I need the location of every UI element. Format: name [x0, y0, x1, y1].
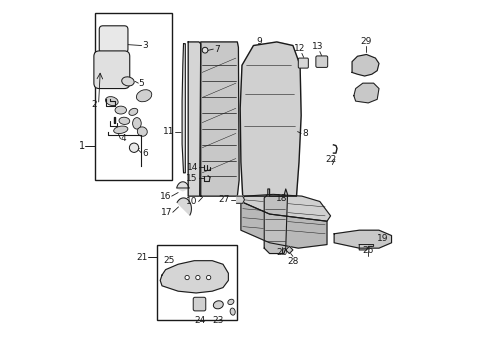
Polygon shape: [353, 83, 378, 103]
Text: 11: 11: [163, 127, 174, 136]
Text: 22: 22: [325, 155, 336, 164]
Ellipse shape: [137, 127, 147, 136]
Text: 7: 7: [214, 45, 219, 54]
Text: 4: 4: [121, 134, 126, 143]
Text: 23: 23: [211, 316, 223, 325]
Polygon shape: [241, 194, 330, 221]
Ellipse shape: [129, 108, 138, 116]
Ellipse shape: [105, 96, 118, 105]
Ellipse shape: [230, 308, 235, 315]
Text: 13: 13: [312, 42, 323, 51]
Text: 8: 8: [301, 129, 307, 138]
Text: 29: 29: [360, 36, 371, 45]
Text: 18: 18: [276, 194, 287, 203]
Text: 24: 24: [194, 316, 205, 325]
Text: 2: 2: [92, 100, 97, 109]
Polygon shape: [240, 42, 301, 196]
Bar: [156, 244, 237, 320]
Text: 14: 14: [186, 163, 198, 172]
FancyBboxPatch shape: [94, 51, 129, 89]
FancyBboxPatch shape: [315, 56, 327, 67]
Polygon shape: [188, 42, 201, 196]
Polygon shape: [351, 54, 378, 76]
Polygon shape: [182, 44, 185, 173]
Polygon shape: [160, 261, 228, 293]
Circle shape: [129, 143, 139, 152]
Circle shape: [184, 275, 189, 280]
Polygon shape: [176, 182, 188, 191]
Polygon shape: [333, 230, 391, 248]
Text: 25: 25: [163, 256, 174, 265]
FancyBboxPatch shape: [298, 58, 308, 68]
Ellipse shape: [122, 77, 134, 86]
Ellipse shape: [136, 90, 151, 102]
Ellipse shape: [119, 117, 129, 125]
Text: 16: 16: [159, 192, 171, 201]
Polygon shape: [241, 202, 326, 248]
Text: 15: 15: [186, 174, 198, 183]
Text: 28: 28: [286, 257, 298, 266]
Text: 21: 21: [136, 253, 147, 262]
FancyBboxPatch shape: [193, 297, 205, 311]
Text: 17: 17: [160, 208, 172, 217]
Ellipse shape: [132, 118, 141, 129]
Bar: [95, 13, 172, 180]
Ellipse shape: [115, 106, 126, 114]
Polygon shape: [177, 198, 191, 215]
Text: 12: 12: [294, 44, 305, 53]
Polygon shape: [285, 246, 292, 253]
Text: 6: 6: [142, 149, 148, 158]
Ellipse shape: [227, 299, 233, 305]
Text: 5: 5: [139, 79, 144, 88]
Ellipse shape: [213, 301, 223, 309]
Polygon shape: [236, 196, 244, 203]
Polygon shape: [359, 244, 373, 250]
Text: 26: 26: [362, 246, 373, 255]
Text: 10: 10: [186, 197, 198, 206]
Circle shape: [206, 275, 210, 280]
Text: 20: 20: [276, 248, 287, 257]
Circle shape: [195, 275, 200, 280]
Text: 1: 1: [79, 141, 85, 151]
Text: 9: 9: [255, 36, 261, 45]
Polygon shape: [264, 189, 287, 253]
FancyBboxPatch shape: [99, 26, 128, 53]
Ellipse shape: [113, 126, 127, 134]
Circle shape: [202, 47, 207, 53]
Polygon shape: [201, 42, 239, 196]
Text: 19: 19: [376, 234, 387, 243]
Text: 27: 27: [218, 195, 230, 204]
Text: 3: 3: [142, 41, 148, 50]
